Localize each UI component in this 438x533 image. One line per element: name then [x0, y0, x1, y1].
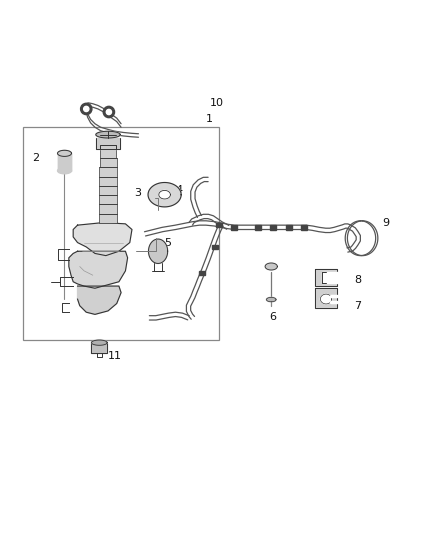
Text: 10: 10 — [210, 98, 224, 108]
Ellipse shape — [266, 297, 276, 302]
Text: 8: 8 — [354, 274, 361, 285]
Bar — [92, 343, 107, 353]
Text: 5: 5 — [165, 238, 172, 247]
Ellipse shape — [96, 131, 120, 138]
Circle shape — [84, 107, 89, 111]
Bar — [270, 225, 276, 230]
Ellipse shape — [57, 168, 71, 174]
Ellipse shape — [265, 263, 277, 270]
Bar — [315, 288, 337, 308]
Polygon shape — [99, 205, 117, 214]
Text: 2: 2 — [32, 152, 39, 163]
Text: 3: 3 — [134, 188, 141, 198]
Ellipse shape — [321, 294, 332, 304]
Ellipse shape — [148, 239, 168, 263]
Polygon shape — [99, 177, 117, 186]
Text: 9: 9 — [382, 218, 389, 228]
Bar — [286, 225, 292, 230]
Ellipse shape — [159, 190, 170, 199]
Bar — [322, 272, 338, 282]
Bar — [216, 223, 222, 228]
Polygon shape — [99, 195, 117, 205]
Polygon shape — [99, 186, 117, 195]
Text: 7: 7 — [354, 301, 361, 311]
Bar — [96, 138, 120, 149]
Bar — [23, 127, 219, 341]
Polygon shape — [69, 251, 127, 288]
Polygon shape — [73, 223, 132, 256]
Polygon shape — [99, 214, 117, 223]
Bar — [212, 245, 218, 249]
Bar — [255, 225, 261, 230]
Polygon shape — [99, 149, 117, 158]
Bar — [57, 154, 71, 171]
Bar — [315, 269, 336, 286]
Ellipse shape — [92, 340, 107, 345]
Circle shape — [106, 109, 112, 115]
Circle shape — [103, 107, 115, 118]
Ellipse shape — [57, 150, 71, 156]
Bar — [301, 225, 307, 230]
Ellipse shape — [148, 182, 181, 207]
Bar — [198, 271, 205, 275]
Polygon shape — [99, 158, 117, 167]
Polygon shape — [99, 167, 117, 177]
Polygon shape — [78, 286, 121, 314]
Text: 11: 11 — [108, 351, 122, 361]
Bar — [231, 225, 237, 230]
Text: 6: 6 — [269, 312, 276, 321]
Text: 1: 1 — [206, 114, 213, 124]
Circle shape — [81, 103, 92, 115]
Text: 4: 4 — [176, 185, 183, 195]
